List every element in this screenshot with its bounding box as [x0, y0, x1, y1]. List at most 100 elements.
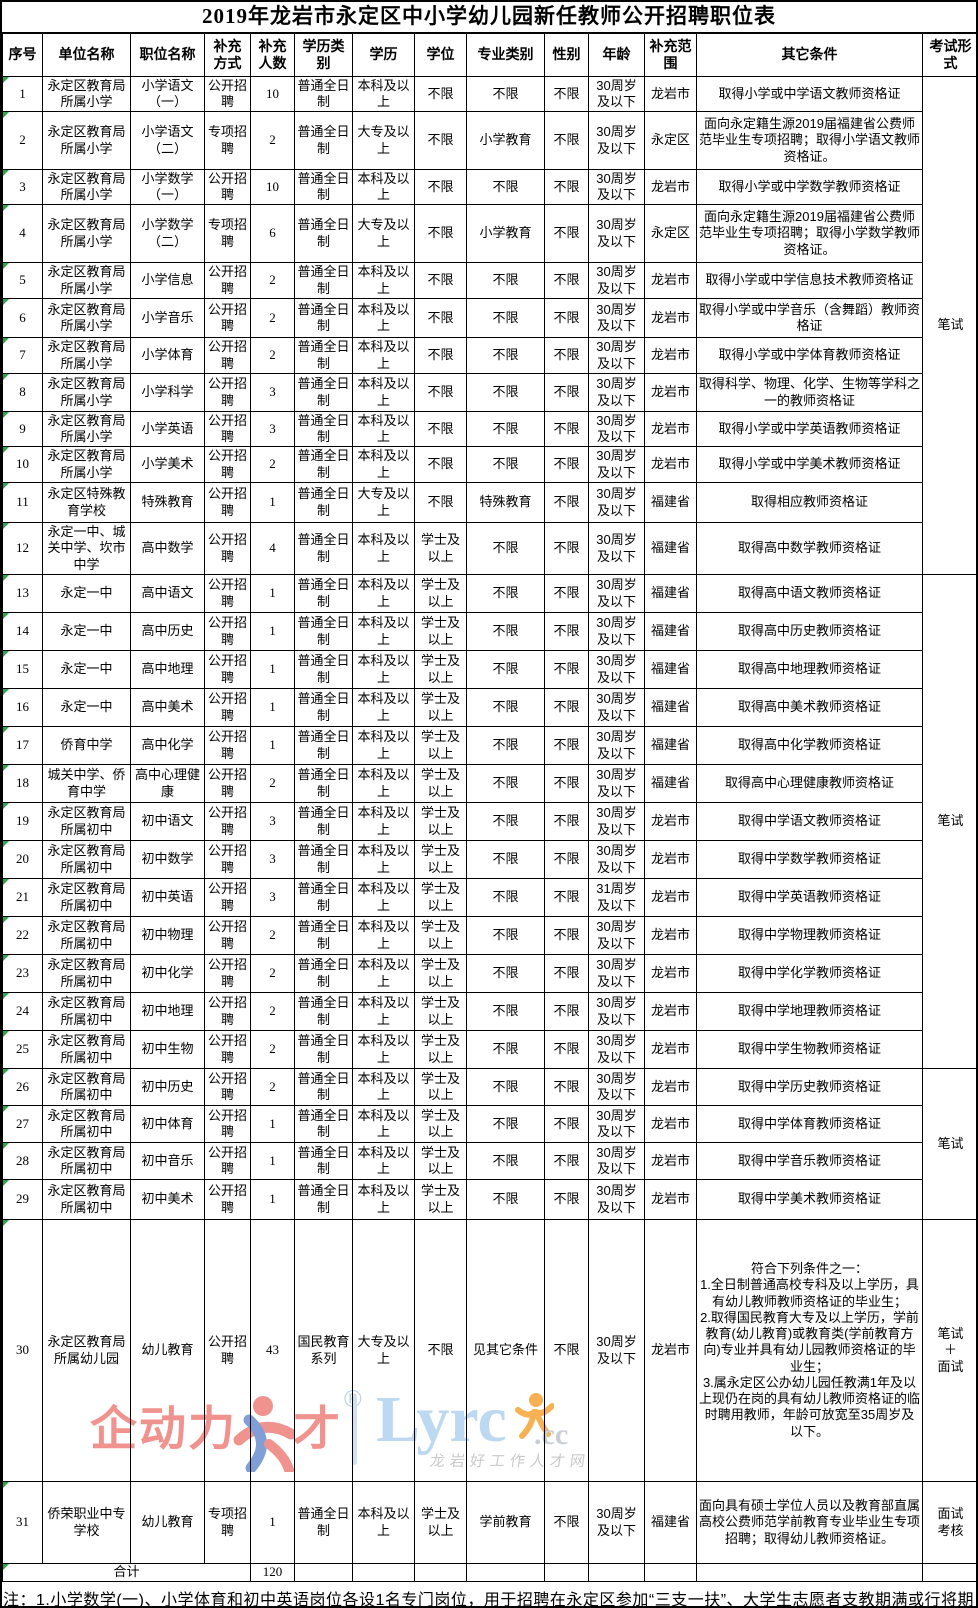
cell-degree: 不限: [414, 446, 467, 483]
cell-count: 3: [250, 802, 295, 841]
cell-unit: 永定区教育局所属小学: [42, 169, 131, 205]
cell-degree: 学士及以上: [414, 612, 467, 651]
cell-num: 27: [2, 1105, 43, 1143]
cell-other: 面向永定籍生源2019届福建省公费师范毕业生专项招聘；取得小学数学教师资格证。: [696, 204, 923, 263]
cell-exam-format: 笔试 ＋ 面试: [922, 1219, 976, 1482]
column-header: 补充方式: [204, 33, 251, 77]
cell-unit: 永定一中: [42, 574, 131, 613]
cell-gender: 不限: [544, 954, 589, 993]
cell-degree: 学士及以上: [414, 726, 467, 765]
cell-degree: 不限: [414, 482, 467, 523]
cell-position: 初中历史: [130, 1068, 205, 1106]
cell-gender: 不限: [544, 992, 589, 1031]
cell-method: 公开招聘: [204, 522, 251, 575]
table-row-16: 16 永定一中 高中美术 公开招聘 1 普通全日制 本科及以上 学士及以上 不限 不限 30周岁及以…: [2, 688, 977, 727]
cell-edu: 本科及以上: [352, 916, 415, 955]
cell-method: 公开招聘: [204, 1179, 251, 1220]
cell-empty: [922, 1563, 976, 1582]
cell-edu_type: 普通全日制: [294, 954, 353, 993]
cell-count: 6: [250, 204, 295, 263]
cell-count: 2: [250, 764, 295, 803]
cell-scope: 龙岩市: [644, 298, 697, 338]
cell-edu_type: 普通全日制: [294, 612, 353, 651]
cell-major: 不限: [466, 764, 545, 803]
table-header-row: 序号 单位名称 职位名称 补充方式 补充人数 学历类别 学历 学位 专业类别 性别 年龄 补充范围 其它…: [2, 33, 976, 77]
cell-count: 10: [250, 76, 295, 112]
cell-num: 14: [2, 612, 43, 651]
cell-scope: 永定区: [644, 111, 697, 170]
cell-method: 公开招聘: [204, 298, 251, 338]
table-row-20: 20 永定区教育局所属初中 初中数学 公开招聘 3 普通全日制 本科及以上 学士及以上 不限 不限…: [2, 840, 977, 879]
cell-age: 30周岁及以下: [588, 298, 645, 338]
cell-edu_type: 普通全日制: [294, 446, 353, 483]
cell-edu_type: 普通全日制: [294, 726, 353, 765]
cell-major: 不限: [466, 337, 545, 374]
cell-unit: 永定区教育局所属小学: [42, 111, 131, 170]
cell-method: 公开招聘: [204, 169, 251, 205]
cell-num: 31: [2, 1481, 43, 1564]
cell-scope: 龙岩市: [644, 840, 697, 879]
cell-degree: 学士及以上: [414, 1030, 467, 1069]
cell-empty: [352, 1563, 415, 1582]
cell-method: 公开招聘: [204, 878, 251, 917]
cell-degree: 不限: [414, 262, 467, 299]
table-row-26: 26 永定区教育局所属初中 初中历史 公开招聘 2 普通全日制 本科及以上 学士及以上 不限 不限…: [2, 1068, 976, 1220]
cell-degree: 学士及以上: [414, 992, 467, 1031]
cell-count: 4: [250, 522, 295, 575]
cell-other: 取得中学音乐教师资格证: [696, 1142, 923, 1180]
cell-major: 不限: [466, 169, 545, 205]
cell-edu_type: 普通全日制: [294, 840, 353, 879]
cell-method: 公开招聘: [204, 1030, 251, 1069]
cell-edu_type: 普通全日制: [294, 169, 353, 205]
cell-age: 30周岁及以下: [588, 1219, 645, 1482]
cell-age: 30周岁及以下: [588, 446, 645, 483]
cell-unit: 永定区教育局所属初中: [42, 992, 131, 1031]
cell-other: 取得高中历史教师资格证: [696, 612, 923, 651]
cell-edu: 本科及以上: [352, 298, 415, 338]
cell-scope: 龙岩市: [644, 802, 697, 841]
cell-scope: 龙岩市: [644, 76, 697, 112]
cell-degree: 不限: [414, 204, 467, 263]
cell-edu_type: 普通全日制: [294, 1105, 353, 1143]
cell-unit: 永定区教育局所属小学: [42, 76, 131, 112]
cell-num: 22: [2, 916, 43, 955]
cell-unit: 永定区教育局所属小学: [42, 262, 131, 299]
cell-count: 2: [250, 337, 295, 374]
cell-gender: 不限: [544, 111, 589, 170]
cell-age: 30周岁及以下: [588, 522, 645, 575]
cell-edu: 本科及以上: [352, 1068, 415, 1106]
cell-count: 1: [250, 1105, 295, 1143]
table-row-3: 3 永定区教育局所属小学 小学数学（一） 公开招聘 10 普通全日制 本科及以上 不限 不限 不限…: [2, 169, 977, 205]
cell-total-count: 120: [250, 1563, 295, 1582]
cell-other: 取得高中语文教师资格证: [696, 574, 923, 613]
cell-method: 公开招聘: [204, 802, 251, 841]
cell-edu: 本科及以上: [352, 373, 415, 412]
cell-gender: 不限: [544, 574, 589, 613]
cell-edu_type: 普通全日制: [294, 1481, 353, 1564]
cell-edu_type: 普通全日制: [294, 262, 353, 299]
cell-degree: 学士及以上: [414, 916, 467, 955]
cell-other: 面向永定籍生源2019届福建省公费师范毕业生专项招聘；取得小学语文教师资格证。: [696, 111, 923, 170]
cell-empty: [544, 1563, 589, 1582]
cell-major: 不限: [466, 522, 545, 575]
cell-position: 高中心理健康: [130, 764, 205, 803]
column-header: 单位名称: [42, 33, 131, 77]
cell-num: 26: [2, 1068, 43, 1106]
cell-degree: 不限: [414, 76, 467, 112]
cell-edu_type: 普通全日制: [294, 878, 353, 917]
cell-count: 1: [250, 688, 295, 727]
cell-edu: 本科及以上: [352, 992, 415, 1031]
cell-unit: 永定区教育局所属初中: [42, 878, 131, 917]
cell-age: 31周岁及以下: [588, 878, 645, 917]
cell-position: 小学美术: [130, 446, 205, 483]
cell-age: 30周岁及以下: [588, 992, 645, 1031]
cell-major: 不限: [466, 612, 545, 651]
cell-position: 初中化学: [130, 954, 205, 993]
cell-major: 不限: [466, 373, 545, 412]
cell-scope: 福建省: [644, 688, 697, 727]
total-row: 合计 120: [2, 1563, 976, 1582]
cell-count: 1: [250, 1142, 295, 1180]
cell-position: 小学数学（一）: [130, 169, 205, 205]
cell-gender: 不限: [544, 1030, 589, 1069]
cell-other: 符合下列条件之一： 1.全日制普通高校专科及以上学历，具有幼儿教师教师资格证的毕…: [696, 1219, 923, 1482]
